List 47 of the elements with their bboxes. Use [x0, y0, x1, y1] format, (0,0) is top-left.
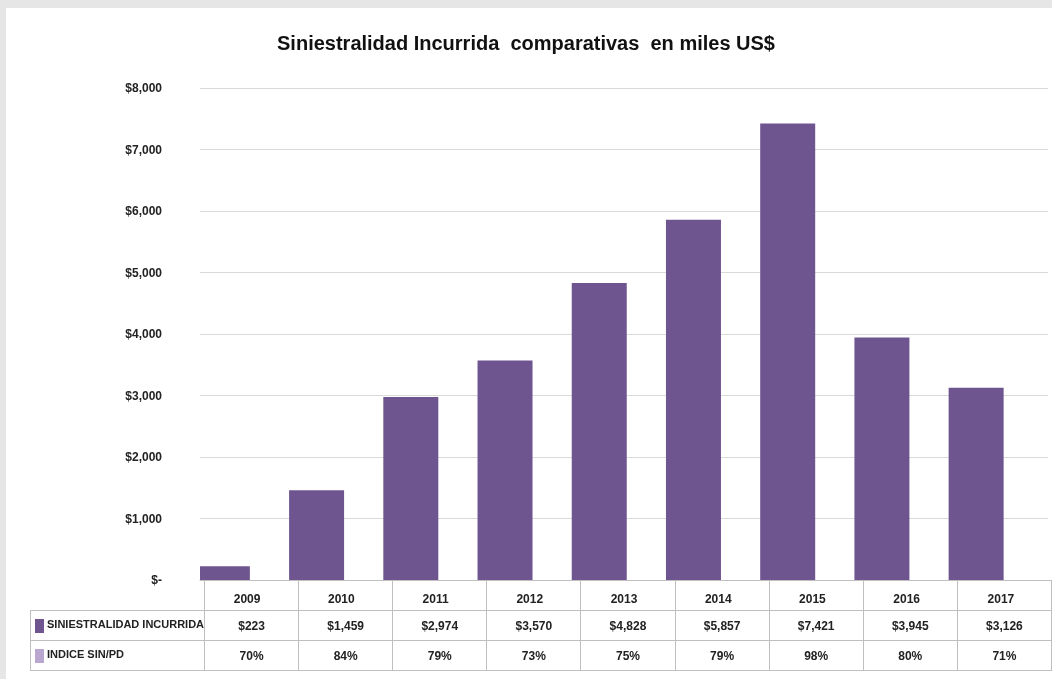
- y-tick-label: $4,000: [125, 327, 163, 341]
- legend-label: SINIESTRALIDAD INCURRIDA: [30, 610, 205, 641]
- data-label: 84%: [298, 640, 393, 671]
- data-label: $223: [204, 610, 299, 641]
- data-label: $3,570: [486, 610, 581, 641]
- data-label: 98%: [769, 640, 864, 671]
- data-label: $4,828: [580, 610, 676, 641]
- x-tick-label: 2010: [327, 592, 355, 606]
- x-tick-label: 2009: [233, 592, 261, 606]
- data-label: $5,857: [675, 610, 770, 641]
- x-tick-label: 2015: [799, 592, 827, 606]
- y-tick-label: $7,000: [125, 142, 163, 157]
- bar: [760, 123, 816, 580]
- bar: [477, 360, 533, 580]
- x-tick-label: 2013: [610, 592, 638, 606]
- legend-label: INDICE SIN/PD: [30, 640, 205, 671]
- data-label: $3,945: [863, 610, 958, 641]
- x-tick-label: 2011: [422, 592, 449, 606]
- data-label: 71%: [957, 640, 1052, 671]
- y-tick-label: $3,000: [125, 388, 163, 403]
- bar: [383, 397, 439, 580]
- data-label: 79%: [392, 640, 487, 671]
- x-tick-label: 2017: [987, 592, 1015, 606]
- data-label: $2,974: [392, 610, 487, 641]
- y-tick-label: $2,000: [125, 450, 163, 464]
- data-label: 80%: [863, 640, 958, 671]
- data-label: 70%: [204, 640, 299, 671]
- bar: [665, 219, 721, 580]
- y-tick-label: $8,000: [125, 81, 163, 95]
- y-tick-label: $-: [151, 573, 162, 587]
- data-label: $1,459: [298, 610, 393, 641]
- data-label: $7,421: [769, 610, 864, 641]
- data-label: 73%: [486, 640, 581, 671]
- x-tick-label: 2016: [893, 592, 921, 606]
- y-tick-label: $1,000: [125, 511, 163, 526]
- chart-title: Siniestralidad Incurrida comparativas en miles US$: [277, 32, 775, 54]
- data-label: $3,126: [957, 610, 1052, 641]
- bar: [948, 387, 1004, 580]
- bar: [571, 283, 627, 580]
- x-tick-label: 2012: [516, 592, 544, 606]
- x-tick-label: 2014: [704, 592, 732, 606]
- y-tick-label: $6,000: [125, 204, 163, 218]
- data-label: 75%: [580, 640, 676, 671]
- bar: [854, 337, 910, 580]
- data-label: 79%: [675, 640, 770, 671]
- y-tick-label: $5,000: [125, 265, 163, 280]
- bar: [289, 490, 345, 580]
